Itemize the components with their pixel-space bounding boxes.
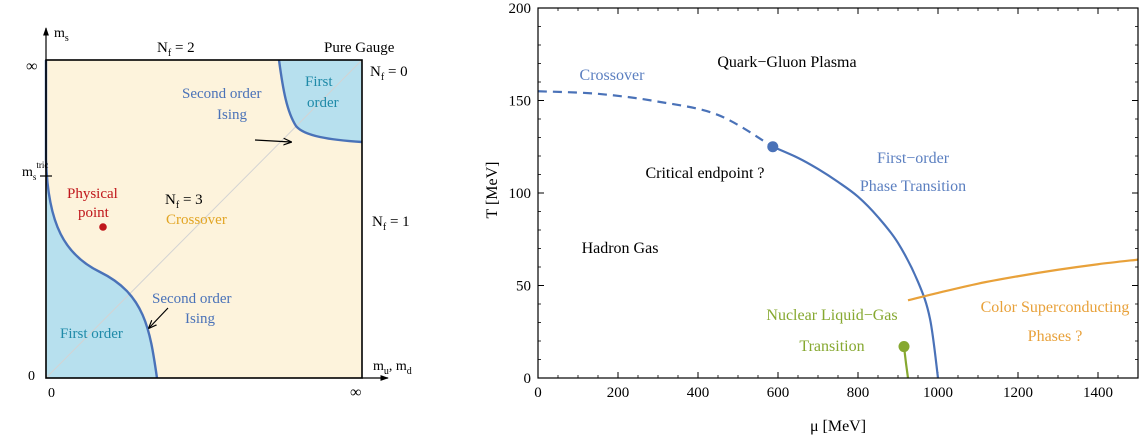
series-points — [767, 141, 910, 353]
x-tick-label: 400 — [687, 385, 710, 401]
physical-point-label-1: Physical — [67, 186, 118, 202]
x-origin-label: 0 — [48, 386, 55, 401]
y-tick-label: 100 — [509, 186, 532, 202]
series-line-color-superconducting-phases — [907, 258, 1139, 302]
physical-point-label-2: point — [78, 205, 110, 221]
first-order-top-label-2: order — [307, 95, 339, 111]
origin-label: 0 — [28, 369, 35, 384]
x-tick-label: 1000 — [923, 385, 953, 401]
first-order-top-label-1: First — [305, 74, 333, 90]
y-tick-label: 50 — [516, 279, 531, 295]
y-tick-label: 150 — [509, 94, 532, 110]
qgp-label: Quark−Gluon Plasma — [717, 54, 856, 71]
second-order-bottom-label-2: Ising — [185, 311, 216, 327]
qcd-phase-diagram: 0 200 400 600 800 1000 1200 1400 0 50 100 150 200 μ … — [484, 1, 1139, 435]
x-infinity-label: ∞ — [350, 384, 361, 401]
first-order-bottom-label: First order — [60, 326, 123, 342]
x-axis-title: μ [MeV] — [810, 418, 866, 435]
nuclear-lg-label-1: Nuclear Liquid−Gas — [766, 307, 897, 324]
arrow-second-order-top — [254, 140, 291, 142]
plot-frame — [537, 7, 1139, 379]
arrow-second-order-bottom — [149, 307, 169, 328]
y-tick-label: 200 — [509, 1, 532, 17]
diagonal-guide — [45, 59, 363, 379]
physical-point-marker — [99, 223, 107, 231]
crossover-region-label: Crossover — [166, 212, 227, 228]
plot-frame — [45, 59, 363, 379]
second-order-bottom-label-1: Second order — [152, 291, 232, 307]
critical-endpoint-label: Critical endpoint ? — [645, 165, 764, 182]
tick-labels: 0 200 400 600 800 1000 1200 1400 0 50 100 150 200 — [509, 1, 1114, 401]
second-order-top-label-1: Second order — [182, 86, 262, 102]
boundary-curve-bottom — [44, 159, 159, 379]
color-sc-label-2: Phases ? — [1028, 328, 1083, 345]
nf1-label: Nf = 1 — [372, 214, 410, 233]
point-critical-endpoint — [767, 141, 779, 153]
boundary-curve-top — [277, 59, 363, 144]
pure-gauge-label: Pure Gauge — [324, 40, 395, 56]
y-axis-label: ms — [54, 26, 69, 44]
y-axis-title: T [MeV] — [484, 161, 501, 218]
x-tick-label: 800 — [847, 385, 870, 401]
x-tick-label: 0 — [534, 385, 542, 401]
x-tick-label: 1200 — [1003, 385, 1033, 401]
first-order-label-2: Phase Transition — [860, 178, 966, 195]
nf2-label: Nf = 2 — [157, 40, 195, 59]
y-infinity-label: ∞ — [26, 58, 37, 75]
point-nuclear-liquid-gas-endpoint — [898, 341, 910, 353]
series-line-first-order-phase-transition — [772, 145, 940, 379]
tricritical-label: mstric — [22, 160, 48, 182]
first-order-region-bottom — [46, 160, 157, 378]
x-tick-label: 600 — [767, 385, 790, 401]
columbia-plot: ms mu, md 0 0 ∞ ∞ mstric Nf = 2 Pure Gau… — [22, 26, 412, 401]
second-order-top-label-2: Ising — [217, 107, 248, 123]
y-tick-label: 0 — [524, 371, 532, 387]
x-tick-label: 1400 — [1083, 385, 1113, 401]
nf3-label: Nf = 3 — [165, 192, 203, 211]
color-sc-label-1: Color Superconducting — [981, 299, 1130, 316]
x-axis-label: mu, md — [373, 359, 412, 377]
x-tick-label: 200 — [607, 385, 630, 401]
first-order-label-1: First−order — [877, 150, 950, 167]
nf0-label: Nf = 0 — [370, 64, 408, 83]
series-line-crossover — [537, 90, 774, 148]
nuclear-lg-label-2: Transition — [799, 338, 864, 355]
crossover-label: Crossover — [580, 67, 646, 84]
hadron-gas-label: Hadron Gas — [582, 240, 659, 257]
